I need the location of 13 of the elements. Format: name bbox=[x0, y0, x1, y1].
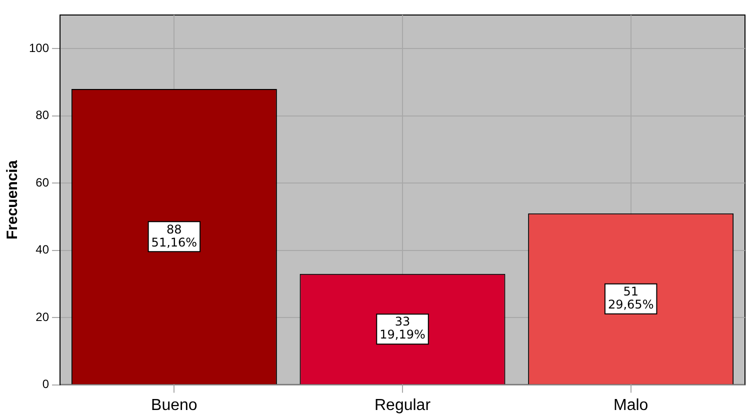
x-tick-label: Bueno bbox=[151, 396, 198, 414]
y-tick-label: 40 bbox=[36, 242, 50, 257]
x-tick-label: Malo bbox=[613, 396, 648, 414]
y-tick-label: 100 bbox=[28, 40, 50, 55]
y-tick-label: 60 bbox=[36, 175, 50, 190]
y-tick-label: 0 bbox=[42, 377, 50, 392]
x-tick-label: Regular bbox=[374, 396, 432, 414]
y-axis-title: Frecuencia bbox=[4, 160, 22, 240]
data-label: 88 51,16% bbox=[151, 222, 198, 250]
y-tick-label: 20 bbox=[36, 310, 50, 324]
data-label: 51 29,65% bbox=[608, 284, 654, 312]
y-tick-label: 80 bbox=[36, 108, 50, 122]
data-label: 33 19,19% bbox=[380, 314, 426, 342]
